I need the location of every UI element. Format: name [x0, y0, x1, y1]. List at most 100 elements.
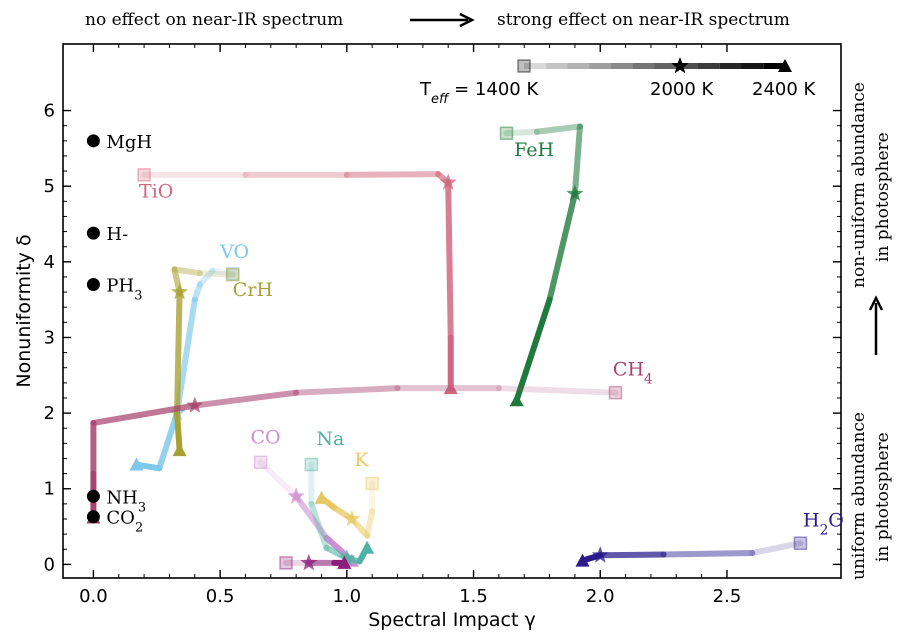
- series-segment: [90, 402, 198, 426]
- series-CO-group: CO: [251, 426, 359, 567]
- series-segment: [513, 296, 553, 404]
- series-end-marker: [360, 540, 375, 554]
- series-segment: [503, 128, 540, 137]
- series-label-K: K: [354, 449, 369, 471]
- series-CrH-group: CrH: [171, 266, 273, 457]
- top-annotation-left: no effect on near-IR spectrum: [85, 10, 343, 30]
- series-end-marker: [575, 553, 590, 567]
- series-start-marker: [137, 168, 151, 182]
- series-start-marker: [226, 267, 240, 282]
- series-segment: [196, 267, 216, 288]
- x-tick-label: 1.0: [333, 586, 362, 607]
- series-segment: [546, 190, 578, 303]
- x-tick-label: 2.0: [586, 586, 615, 607]
- point-label-MgH: MgH: [106, 132, 152, 153]
- series-end-marker: [314, 490, 329, 504]
- series-mid-marker: [566, 184, 584, 201]
- x-tick-label: 0.5: [206, 586, 235, 607]
- series-TiO-group: TiO: [137, 168, 458, 395]
- series-segment: [308, 500, 330, 551]
- series-segment: [257, 459, 300, 500]
- point-label-PH: PH3: [106, 276, 142, 304]
- series-segment: [749, 540, 804, 557]
- series-start-marker: [365, 476, 379, 491]
- series-start-marker: [608, 385, 623, 400]
- series-label-TiO: TiO: [139, 181, 173, 203]
- x-tick-label: 2.5: [713, 586, 742, 607]
- point-label-NH: NH3: [106, 487, 146, 515]
- x-tick-label: 1.5: [459, 586, 488, 607]
- series-label-FeH: FeH: [514, 139, 554, 161]
- series-segment: [191, 389, 300, 409]
- right-annotation-top-1: non-uniform abundance: [849, 82, 869, 288]
- series-FeH-group: FeH: [499, 123, 584, 407]
- y-axis-label: Nonuniformity δ: [13, 234, 35, 387]
- series-end-marker: [129, 457, 144, 471]
- right-annotation-bottom-2: in photosphere: [873, 432, 893, 562]
- series-end-marker: [337, 555, 352, 569]
- y-tick-label: 1: [44, 479, 55, 500]
- series-H-group: H2O: [575, 510, 844, 567]
- y-tick-label: 6: [44, 101, 55, 122]
- legend-label-1400: Teff = 1400 K: [419, 79, 539, 107]
- series-label-VO: VO: [219, 241, 249, 263]
- point-marker-NH: [86, 489, 100, 503]
- series-mid-marker: [171, 283, 189, 300]
- series-label-H: H2O: [803, 510, 844, 539]
- legend-star-marker: [671, 57, 689, 74]
- right-annotation-bottom-1: uniform abundance: [849, 412, 869, 580]
- series-label-CO: CO: [251, 426, 281, 448]
- series-segment: [364, 508, 376, 539]
- series-mid-marker: [300, 553, 318, 571]
- legend-label-2000: 2000 K: [650, 79, 715, 100]
- top-annotation-arrowhead: [459, 12, 475, 28]
- y-tick-label: 5: [44, 176, 55, 197]
- legend-square-marker: [517, 59, 531, 73]
- series-start-marker: [253, 455, 268, 470]
- ticks-layer: 0.0 0.5 1.0 1.5 2.0 2.5 0 1 2 3 4 5 6: [44, 44, 841, 607]
- series-mid-marker: [439, 173, 457, 190]
- series-segment: [174, 289, 183, 417]
- y-tick-label: 4: [44, 252, 55, 273]
- x-tick-label: 0.0: [79, 586, 108, 607]
- series-segment: [445, 179, 454, 341]
- series-mid-marker: [287, 487, 305, 504]
- series-mid-marker: [186, 396, 204, 413]
- series-end-marker: [509, 393, 524, 407]
- legend-triangle-marker: [778, 59, 792, 72]
- y-tick-label: 0: [44, 554, 55, 575]
- series-segment: [171, 266, 203, 277]
- series-Na-group: Na: [304, 428, 375, 566]
- series-start-marker: [279, 556, 293, 570]
- point-marker-MgH: [86, 134, 100, 148]
- series-mid-marker: [338, 549, 356, 566]
- x-axis-label: Spectral Impact γ: [368, 609, 535, 631]
- legend-label-2400: 2400 K: [752, 79, 817, 100]
- series-VO-group: VO: [129, 241, 249, 472]
- series-mid-marker: [343, 510, 361, 527]
- series-label-CrH: CrH: [233, 279, 273, 301]
- right-annotation-top-2: in photosphere: [873, 132, 893, 262]
- series-segment: [660, 550, 756, 558]
- series-segment: [293, 385, 401, 396]
- series-segment: [597, 551, 667, 559]
- series-unlabeled-group: [279, 553, 352, 571]
- point-label-H-: H-: [106, 224, 128, 245]
- point-marker-H-: [86, 226, 100, 240]
- y-tick-label: 2: [44, 403, 55, 424]
- legend: Teff = 1400 K 2000 K 2400 K: [419, 57, 817, 107]
- y-tick-label: 3: [44, 327, 55, 348]
- series-label-CH: CH4: [613, 358, 653, 387]
- series-label-Na: Na: [316, 428, 344, 450]
- series-end-marker: [172, 443, 187, 457]
- series-segment: [209, 267, 236, 277]
- point-marker-CO: [86, 510, 100, 524]
- right-annotation: uniform abundance in photosphere non-uni…: [849, 82, 893, 580]
- series-CH-group: CH4: [86, 358, 653, 524]
- series-mid-marker: [591, 546, 609, 563]
- series-layer: TiO FeH VO CrH CH4 CO Na K H2O: [86, 123, 844, 571]
- series-segment: [495, 385, 619, 396]
- point-label-CO: CO2: [106, 508, 143, 536]
